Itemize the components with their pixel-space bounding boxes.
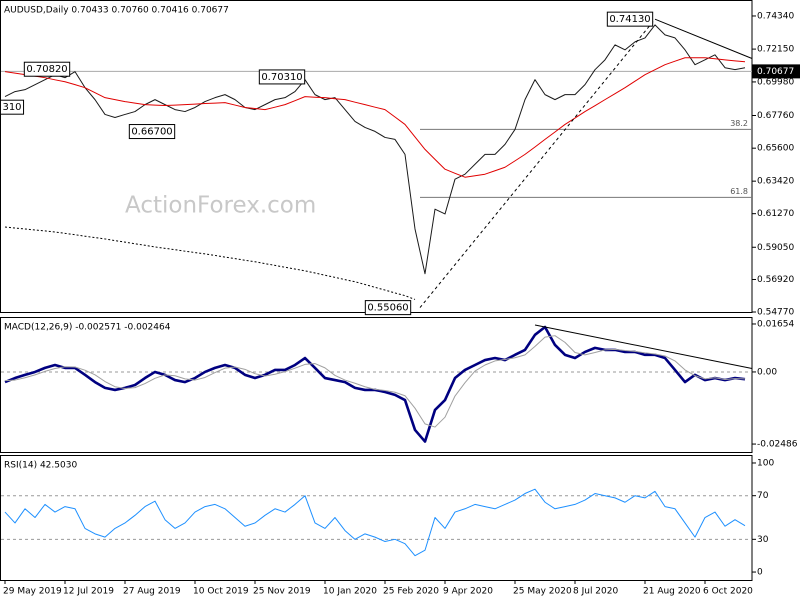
y-tick-label: 0.72150 [757,45,794,55]
price-label: 0.66700 [131,127,172,138]
x-tick-label: 27 Aug 2019 [123,587,181,597]
y-tick-label: 70 [757,491,769,501]
x-tick-label: 25 Nov 2019 [253,587,311,597]
series-line [4,226,416,300]
trend-line [654,18,753,59]
y-tick-label: 30 [757,535,769,545]
pane-title: AUDUSD,Daily 0.70433 0.70760 0.70416 0.7… [4,6,229,16]
last-price-label: 0.70677 [757,67,794,77]
y-tick-label: 0.61270 [757,209,794,219]
series-line [4,488,746,557]
y-tick-label: 0.65600 [757,144,794,154]
x-tick-label: 21 Aug 2020 [643,587,701,597]
price-label: 0.70820 [26,64,67,75]
price-label-box [128,124,176,140]
series-line [4,24,746,275]
watermark: ActionForex.com [125,193,316,219]
y-tick-label: 0.59050 [757,243,794,253]
price-label-box [23,61,71,77]
x-tick-label: 10 Oct 2019 [193,587,249,597]
fib-label: 38.2 [730,119,748,128]
series-line [4,325,746,443]
pane-frame [0,455,753,581]
pane-frame [0,317,753,453]
trend-line [534,324,753,369]
y-tick-label: 0.01654 [757,319,794,329]
price-label-box [364,300,412,316]
pane-title: RSI(14) 42.5030 [4,461,77,471]
x-tick-label: 8 Jul 2020 [573,587,618,597]
price-label-box [606,11,654,27]
y-tick-label: -0.02486 [757,440,798,450]
last-price-box [752,64,800,79]
y-tick-label: 0.56920 [757,275,794,285]
y-tick-label: 0.74340 [757,11,794,21]
y-tick-label: 0.67760 [757,111,794,121]
price-label: 310 [2,102,21,113]
y-tick-label: 0.63420 [757,177,794,187]
price-label: 0.74130 [609,14,650,25]
y-tick-label: 0 [757,568,763,578]
price-label: 0.70310 [261,72,302,83]
pane-title: MACD(12,26,9) -0.002571 -0.002464 [4,323,171,333]
y-tick-label: 0.54770 [757,308,794,318]
x-tick-label: 25 May 2020 [513,587,572,597]
x-tick-label: 25 Feb 2020 [383,587,439,597]
y-tick-label: 0.00 [757,367,777,377]
y-tick-label: 100 [757,458,774,468]
pane-frame [0,0,753,313]
price-label-box [258,69,306,85]
trend-line [419,18,656,308]
series-line [4,335,746,428]
price-label: 0.55060 [367,303,408,314]
x-tick-label: 29 May 2019 [3,587,62,597]
y-tick-label: 0.69980 [757,77,794,87]
series-line [4,57,746,178]
x-tick-label: 10 Jan 2020 [323,587,377,597]
x-tick-label: 12 Jul 2019 [63,587,114,597]
x-tick-label: 9 Apr 2020 [443,587,493,597]
price-label-box [0,99,25,115]
x-tick-label: 6 Oct 2020 [703,587,753,597]
fib-label: 61.8 [730,187,748,196]
